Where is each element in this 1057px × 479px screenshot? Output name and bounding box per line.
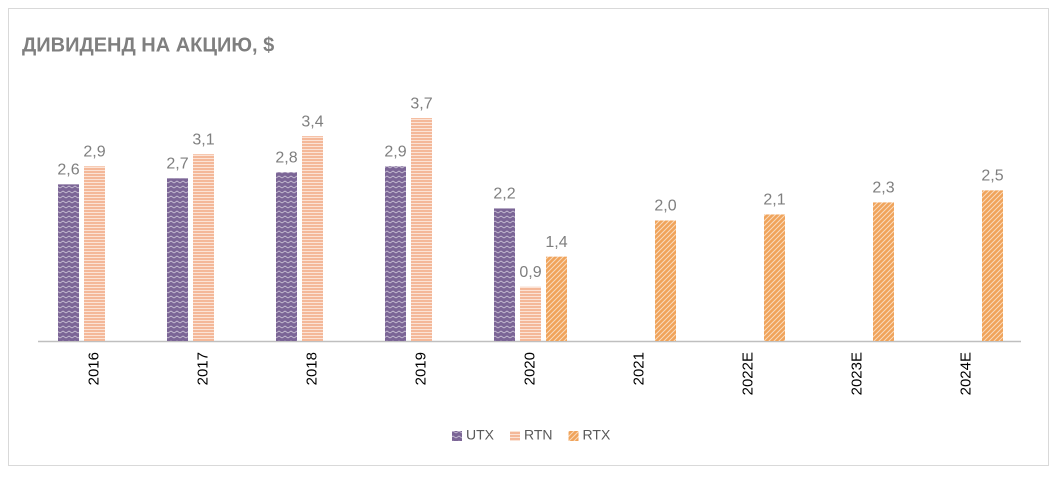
bar — [193, 154, 214, 341]
legend-label: RTX — [583, 427, 611, 443]
x-tick-label: 2016 — [85, 352, 102, 385]
bar — [411, 118, 432, 341]
bar — [982, 190, 1003, 341]
x-tick-label: 2023E — [848, 352, 865, 395]
x-tick-label: 2019 — [412, 352, 429, 385]
x-tick-label: 2020 — [521, 352, 538, 385]
bar — [58, 184, 79, 341]
value-label: 2,7 — [166, 156, 188, 173]
legend-swatch — [452, 431, 462, 441]
bar — [873, 202, 894, 341]
value-label: 2,1 — [763, 192, 785, 209]
chart-title: ДИВИДЕНД НА АКЦИЮ, $ — [22, 34, 274, 56]
bar — [167, 178, 188, 341]
legend-label: RTN — [524, 427, 553, 443]
value-label: 2,3 — [872, 180, 894, 197]
value-label: 2,8 — [275, 150, 297, 167]
value-label: 2,9 — [83, 143, 105, 160]
value-label: 1,4 — [545, 234, 567, 251]
value-label: 2,6 — [57, 162, 79, 179]
bar — [655, 220, 676, 341]
value-label: 2,2 — [493, 186, 515, 203]
bar — [520, 286, 541, 341]
bar — [84, 166, 105, 341]
x-tick-label: 2017 — [194, 352, 211, 385]
legend-swatch — [568, 431, 579, 441]
value-label: 2,0 — [654, 198, 676, 215]
legend-swatch — [510, 431, 520, 441]
value-label: 2,5 — [981, 168, 1003, 185]
bar — [276, 172, 297, 341]
value-label: 3,1 — [192, 131, 214, 148]
x-tick-label: 2024E — [957, 352, 974, 395]
bar — [385, 166, 406, 341]
value-label: 0,9 — [519, 264, 541, 281]
x-tick-label: 2022E — [739, 352, 756, 395]
value-label: 3,7 — [410, 95, 432, 112]
bar — [302, 136, 323, 341]
x-tick-label: 2021 — [630, 352, 647, 385]
bar — [764, 214, 785, 341]
bar — [546, 256, 567, 341]
bar — [494, 208, 515, 341]
legend-label: UTX — [466, 427, 495, 443]
value-label: 2,9 — [384, 143, 406, 160]
value-label: 3,4 — [301, 113, 323, 130]
x-tick-label: 2018 — [303, 352, 320, 385]
